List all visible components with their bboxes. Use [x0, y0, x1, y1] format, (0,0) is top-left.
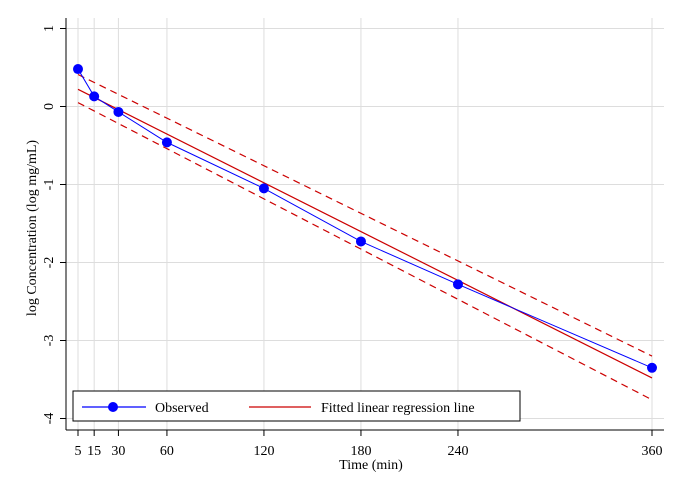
x-tick-label: 15 — [87, 444, 101, 459]
x-tick-label: 180 — [350, 444, 371, 459]
observed-point — [355, 236, 366, 247]
x-ticks: 5 15 30 60 120 180 240 360 — [75, 430, 663, 459]
legend-observed-marker — [108, 402, 118, 412]
y-tick-label: -2 — [42, 257, 57, 269]
confidence-band-upper — [77, 73, 653, 357]
legend-fitted-label: Fitted linear regression line — [321, 401, 475, 416]
legend-observed-label: Observed — [155, 401, 209, 416]
legend: Observed Fitted linear regression line — [72, 390, 521, 422]
x-tick-label: 60 — [160, 444, 174, 459]
observed-point — [73, 64, 83, 75]
fitted-line — [77, 88, 653, 379]
x-tick-label: 240 — [447, 444, 468, 459]
x-tick-label: 360 — [642, 444, 663, 459]
y-tick-label: -1 — [42, 179, 57, 191]
axes — [65, 18, 664, 431]
x-axis-label: Time (min) — [339, 458, 403, 473]
y-axis-label: log Concentration (log mg/mL) — [25, 140, 40, 316]
y-tick-label: 1 — [42, 25, 57, 32]
fitted-regression-line — [77, 88, 653, 379]
y-ticks: -4 -3 -2 -1 0 1 — [42, 25, 66, 424]
x-tick-label: 5 — [75, 444, 82, 459]
x-tick-label: 30 — [111, 444, 125, 459]
observed-point — [113, 106, 124, 117]
observed-series — [73, 64, 657, 373]
x-tick-label: 120 — [253, 444, 274, 459]
grid — [66, 18, 664, 430]
legend-box — [72, 390, 521, 422]
confidence-band — [77, 73, 653, 401]
observed-point — [89, 91, 100, 102]
observed-point — [258, 183, 269, 194]
observed-point — [647, 362, 657, 373]
observed-point — [452, 279, 463, 290]
y-tick-label: -4 — [42, 413, 57, 425]
y-tick-label: -3 — [42, 335, 57, 347]
y-tick-label: 0 — [42, 103, 57, 110]
observed-point — [161, 137, 172, 148]
